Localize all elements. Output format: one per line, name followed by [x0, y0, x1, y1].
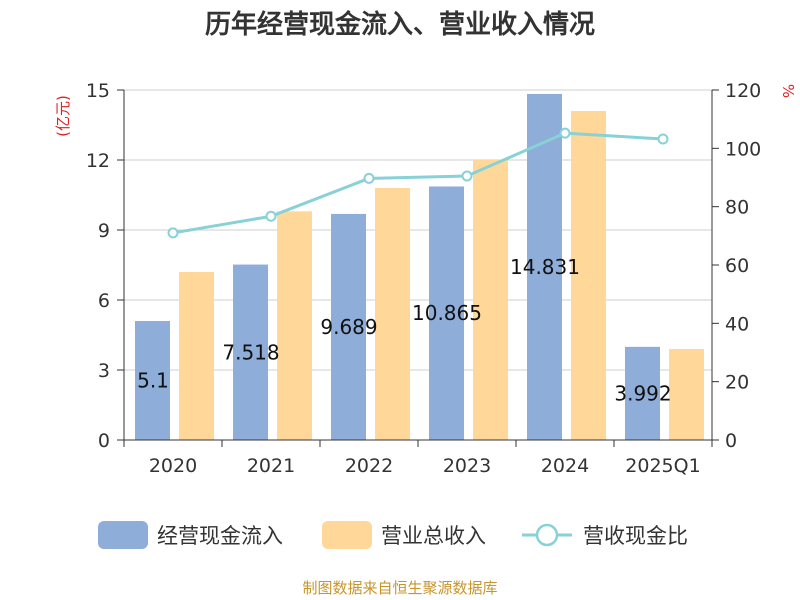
bar-cash-inflow	[527, 93, 562, 441]
legend-swatch-ratio-marker	[535, 523, 559, 547]
left-tick-label: 0	[98, 430, 110, 452]
left-tick-label: 3	[98, 360, 110, 382]
left-axis-unit: (亿元)	[54, 95, 72, 137]
bar-revenue	[571, 111, 606, 440]
bar-cash-inflow	[331, 213, 366, 440]
data-label: 7.518	[222, 340, 279, 364]
bar-revenue	[669, 349, 704, 440]
x-tick-label: 2024	[541, 455, 589, 477]
ratio-point	[265, 210, 277, 222]
legend-label-revenue: 营业总收入	[381, 524, 486, 548]
axes: 0 3 6 9 12 15 0 20 40 60 80 100 120 2020 2021 2022 2023 2…	[86, 80, 761, 477]
right-tick-label: 100	[725, 138, 761, 160]
right-axis-unit: %	[779, 84, 797, 98]
data-label: 14.831	[510, 255, 580, 279]
legend-swatch-revenue	[322, 521, 372, 549]
left-tick-label: 12	[86, 150, 110, 172]
bar-cash-inflow	[135, 321, 170, 440]
x-tick-label: 2020	[149, 455, 197, 477]
bar-revenue	[179, 272, 214, 440]
bar-revenue	[277, 211, 312, 440]
bars: 5.1 7.518 9.689 10.865 14.831 3.992	[135, 93, 704, 441]
ratio-point	[167, 227, 179, 239]
data-label: 10.865	[412, 301, 482, 325]
bar-revenue	[473, 160, 508, 440]
bar-revenue	[375, 188, 410, 440]
right-tick-label: 0	[725, 430, 737, 452]
ratio-point	[363, 172, 375, 184]
ratio-point	[657, 133, 669, 145]
legend-label-ratio: 营收现金比	[583, 524, 688, 548]
left-tick-label: 6	[98, 290, 110, 312]
data-label: 5.1	[137, 369, 169, 393]
data-label: 3.992	[614, 381, 671, 405]
right-tick-label: 60	[725, 255, 749, 277]
right-tick-label: 120	[725, 80, 761, 102]
ratio-point	[461, 170, 473, 182]
x-tick-label: 2023	[443, 455, 491, 477]
legend-label-cash-inflow: 经营现金流入	[157, 524, 283, 548]
left-tick-label: 9	[98, 220, 110, 242]
right-tick-label: 80	[725, 197, 749, 219]
bar-cash-inflow	[625, 346, 660, 440]
left-tick-label: 15	[86, 80, 110, 102]
bar-cash-inflow	[233, 264, 268, 440]
x-tick-label: 2025Q1	[625, 455, 700, 477]
legend-swatch-cash-inflow	[98, 521, 148, 549]
ratio-line	[167, 127, 669, 239]
legend: 经营现金流入 营业总收入 营收现金比	[98, 521, 688, 549]
chart-title: 历年经营现金流入、营业收入情况	[205, 9, 595, 40]
ratio-line-path	[172, 131, 664, 235]
right-tick-label: 40	[725, 313, 749, 335]
x-tick-label: 2021	[247, 455, 295, 477]
x-tick-label: 2022	[345, 455, 393, 477]
right-tick-label: 20	[725, 372, 749, 394]
data-label: 9.689	[320, 315, 377, 339]
ratio-point	[559, 127, 571, 139]
bar-cash-inflow	[429, 186, 464, 440]
source-note: 制图数据来自恒生聚源数据库	[302, 579, 497, 597]
gridlines	[124, 89, 712, 371]
